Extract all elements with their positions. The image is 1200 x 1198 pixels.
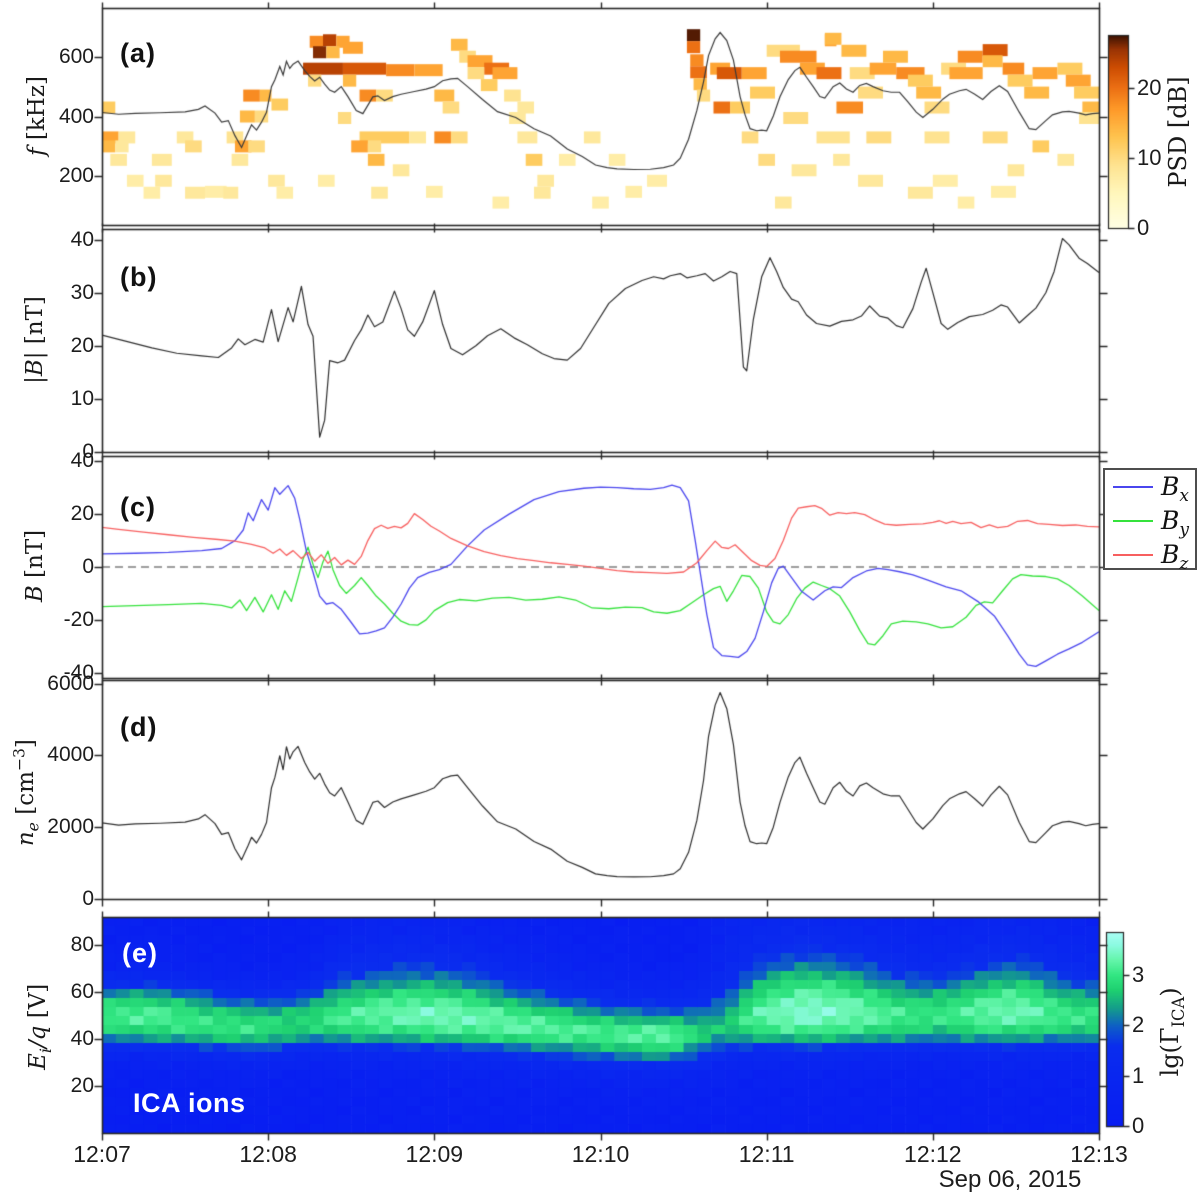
ica-ions-annotation: ICA ions — [133, 1088, 246, 1118]
panel-d-ytick-0: 0 — [82, 887, 94, 910]
colorbar-a-tick-20: 20 — [1137, 74, 1162, 100]
colorbar-a-title: PSD [dB] — [1164, 76, 1192, 188]
x-tick-12:09: 12:09 — [405, 1141, 464, 1167]
colorbar-e-title: lg(ΓICA) — [1156, 902, 1188, 1162]
panel-a-ytick-200: 200 — [58, 164, 94, 188]
panel-c-letter: (c) — [120, 492, 156, 522]
colorbar-e-title-pre: lg(Γ — [1156, 1027, 1185, 1077]
panel-b-letter: (b) — [120, 262, 158, 292]
colorbar-e-tick-3: 3 — [1132, 961, 1145, 987]
bx-legend-label: Bx — [1161, 472, 1189, 506]
x-tick-12:11: 12:11 — [738, 1141, 795, 1167]
panel-d-ylabel: ne [cm−3] — [9, 663, 42, 923]
legend: Bx By Bz — [1103, 468, 1197, 574]
by-legend-label: By — [1161, 506, 1189, 540]
panel-b-ytick-30: 30 — [70, 280, 94, 304]
x-tick-12:10: 12:10 — [571, 1141, 630, 1167]
bx-line-swatch — [1113, 486, 1153, 488]
panel-c-ylabel-var: B — [22, 585, 48, 603]
panel-a-ytick-400: 400 — [58, 104, 94, 128]
panel-e-ytick-60: 60 — [70, 980, 94, 1004]
colorbar-e-tick-2: 2 — [1132, 1012, 1145, 1038]
x-tick-12:08: 12:08 — [239, 1141, 297, 1167]
panel-c-ytick--20: -20 — [63, 607, 94, 631]
panel-e-ylabel-var: E — [25, 1053, 52, 1070]
legend-entry-bz: Bz — [1105, 538, 1195, 574]
legend-entry-bx: Bx — [1105, 470, 1195, 506]
panel-b-ytick-20: 20 — [70, 333, 94, 357]
panel-a-letter: (a) — [120, 38, 156, 68]
x-tick-12:13: 12:13 — [1070, 1141, 1128, 1167]
date-label: Sep 06, 2015 — [938, 1166, 1082, 1193]
colorbar-e-tick-1: 1 — [1132, 1062, 1145, 1088]
x-tick-12:12: 12:12 — [904, 1141, 962, 1167]
panel-c-ytick--40: -40 — [63, 660, 94, 684]
bz-legend-label: Bz — [1161, 540, 1189, 574]
panel-e-ytick-20: 20 — [70, 1074, 94, 1098]
panel-d-letter: (d) — [120, 712, 158, 742]
colorbar-e-title-sub: ICA — [1168, 996, 1188, 1028]
x-tick-12:07: 12:07 — [73, 1141, 131, 1167]
panel-e-letter: (e) — [122, 938, 158, 968]
colorbar-a-tick-10: 10 — [1137, 144, 1162, 170]
panel-d-ytick-4000: 4000 — [47, 743, 94, 767]
legend-entry-by: By — [1105, 504, 1195, 540]
colorbar-a-tick-0: 0 — [1137, 215, 1150, 240]
by-line-swatch — [1113, 520, 1153, 522]
panel-c-ytick-20: 20 — [70, 502, 94, 526]
panel-c-ytick-0: 0 — [82, 555, 94, 578]
colorbar-e-tick-0: 0 — [1132, 1113, 1145, 1138]
panel-a-ylabel-var: f — [24, 147, 50, 156]
panel-d-ytick-2000: 2000 — [47, 815, 94, 839]
panel-d-ytick-6000: 6000 — [47, 671, 94, 695]
panel-b-ytick-0: 0 — [82, 440, 94, 463]
colorbar-e-title-post: ) — [1156, 987, 1185, 997]
panel-e-ytick-40: 40 — [70, 1027, 94, 1051]
panel-e-ytick-80: 80 — [70, 933, 94, 957]
panel-c-ytick-40: 40 — [70, 449, 94, 473]
panel-b-ytick-10: 10 — [70, 386, 94, 410]
panel-a-ytick-600: 600 — [58, 44, 94, 68]
panel-b-ytick-40: 40 — [70, 227, 94, 251]
bz-line-swatch — [1113, 554, 1153, 556]
